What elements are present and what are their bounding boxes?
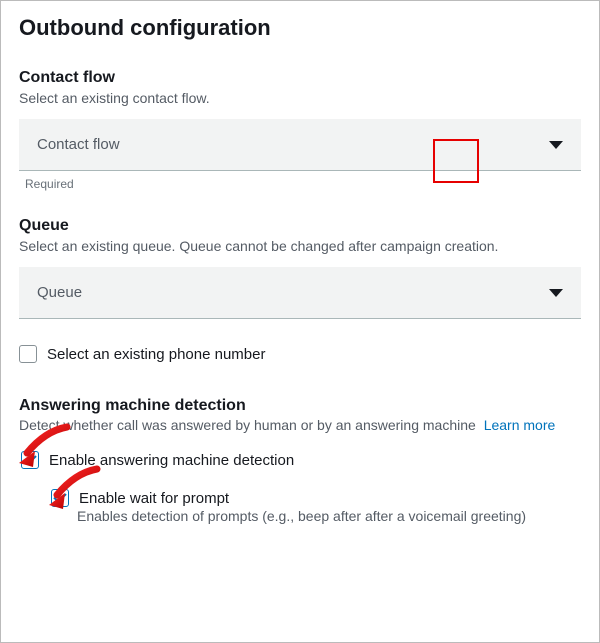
- amd-desc: Detect whether call was answered by huma…: [19, 417, 581, 433]
- phone-number-checkbox-row: Select an existing phone number: [19, 345, 581, 363]
- queue-dropdown[interactable]: Queue: [19, 267, 581, 319]
- contact-flow-section: Contact flow Select an existing contact …: [19, 69, 581, 191]
- required-hint: Required: [25, 177, 581, 191]
- queue-label: Queue: [19, 217, 581, 235]
- contact-flow-dropdown[interactable]: Contact flow: [19, 119, 581, 171]
- amd-enable-label: Enable answering machine detection: [49, 452, 294, 469]
- queue-desc: Select an existing queue. Queue cannot b…: [19, 237, 581, 255]
- phone-number-section: Select an existing phone number: [19, 345, 581, 363]
- contact-flow-label: Contact flow: [19, 69, 581, 87]
- amd-enable-row: Enable answering machine detection: [21, 451, 581, 469]
- queue-section: Queue Select an existing queue. Queue ca…: [19, 217, 581, 319]
- amd-wait-desc: Enables detection of prompts (e.g., beep…: [77, 508, 581, 524]
- contact-flow-desc: Select an existing contact flow.: [19, 89, 581, 107]
- phone-number-checkbox-label: Select an existing phone number: [47, 346, 265, 363]
- chevron-down-icon: [549, 141, 563, 149]
- contact-flow-dropdown-placeholder: Contact flow: [37, 136, 120, 153]
- amd-wait-row: Enable wait for prompt: [51, 489, 581, 507]
- learn-more-link[interactable]: Learn more: [484, 417, 556, 433]
- phone-number-checkbox[interactable]: [19, 345, 37, 363]
- amd-wait-checkbox[interactable]: [51, 489, 69, 507]
- amd-section: Answering machine detection Detect wheth…: [19, 397, 581, 524]
- queue-dropdown-placeholder: Queue: [37, 284, 82, 301]
- amd-enable-checkbox[interactable]: [21, 451, 39, 469]
- amd-desc-text: Detect whether call was answered by huma…: [19, 417, 476, 433]
- chevron-down-icon: [549, 289, 563, 297]
- page-title: Outbound configuration: [19, 15, 581, 41]
- amd-wait-label: Enable wait for prompt: [79, 490, 229, 507]
- amd-label: Answering machine detection: [19, 397, 581, 415]
